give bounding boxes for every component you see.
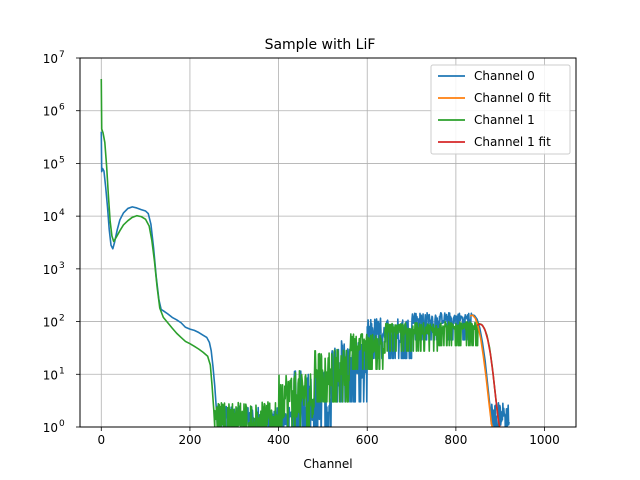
- x-axis: 0 200 400 600 800 1000: [97, 427, 560, 447]
- series-layer: [100, 78, 510, 427]
- y-tick-label-0: 10: [43, 421, 58, 435]
- legend-label-channel-0: Channel 0: [474, 69, 535, 83]
- legend-box: [430, 64, 571, 155]
- x-tick-label-0: 0: [97, 433, 105, 447]
- legend-label-channel-0-fit: Channel 0 fit: [474, 91, 551, 105]
- x-tick-label-2: 400: [267, 433, 290, 447]
- y-tick-label-4: 10: [43, 210, 58, 224]
- chart-title: Sample with LiF: [265, 37, 376, 53]
- y-tick-exponent-2: 2: [59, 314, 65, 324]
- plot-area: [100, 78, 510, 427]
- series-line-channel-0-fit: [469, 314, 494, 427]
- y-tick-label-3: 10: [43, 263, 58, 277]
- x-tick-label-5: 1000: [529, 433, 560, 447]
- y-tick-exponent-0: 0: [59, 419, 65, 429]
- y-tick-label-5: 10: [43, 157, 58, 171]
- plot-frame: [79, 57, 577, 428]
- y-tick-exponent-7: 7: [59, 50, 65, 60]
- y-tick-exponent-6: 6: [59, 103, 65, 113]
- x-tick-label-4: 800: [444, 433, 467, 447]
- y-tick-exponent-3: 3: [59, 261, 65, 271]
- x-tick-label-1: 200: [178, 433, 201, 447]
- y-tick-label-7: 10: [43, 52, 58, 66]
- y-tick-exponent-5: 5: [59, 155, 65, 165]
- legend-label-channel-1-fit: Channel 1 fit: [474, 135, 551, 149]
- legend: Channel 0 Channel 0 fit Channel 1 Channel 1…: [430, 64, 571, 155]
- y-tick-label-6: 10: [43, 105, 58, 119]
- series-line-channel-1-fit: [476, 323, 501, 427]
- series-line-channel-1: [100, 78, 501, 427]
- y-tick-label-2: 10: [43, 316, 58, 330]
- legend-label-channel-1: Channel 1: [474, 113, 535, 127]
- x-axis-title: Channel: [303, 457, 352, 471]
- y-tick-exponent-1: 1: [59, 366, 65, 376]
- y-tick-label-1: 10: [43, 368, 58, 382]
- y-tick-exponent-4: 4: [59, 208, 65, 218]
- x-tick-label-3: 600: [356, 433, 379, 447]
